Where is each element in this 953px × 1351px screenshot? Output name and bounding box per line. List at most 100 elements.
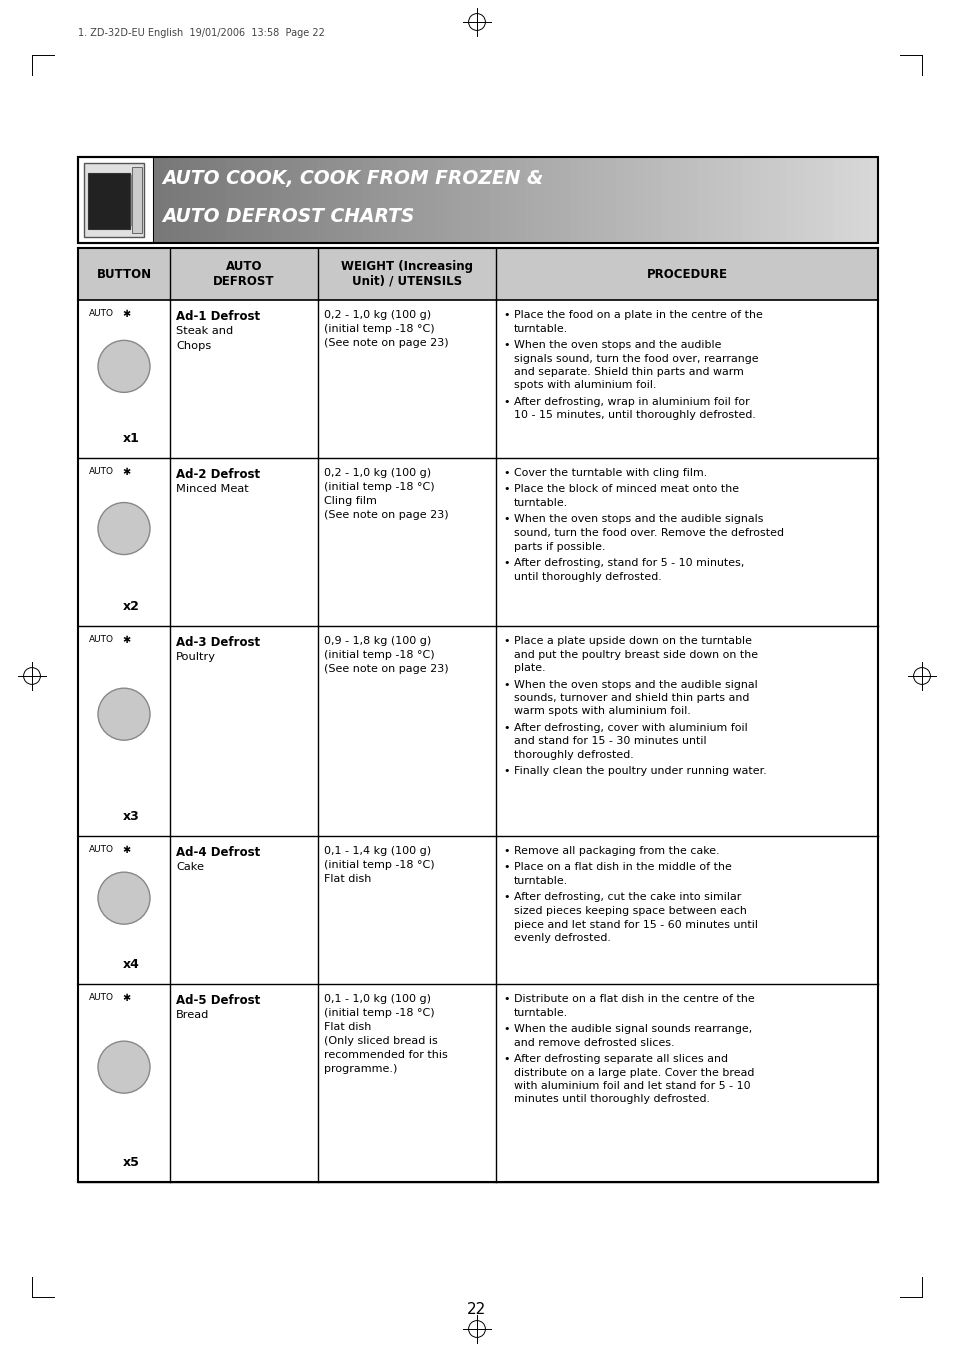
Text: AUTO: AUTO [89,467,113,477]
Bar [172,157,182,243]
Bar [371,157,381,243]
Bar [642,157,653,243]
Text: Flat dish: Flat dish [324,874,371,884]
Bar [362,157,373,243]
Text: • When the audible signal sounds rearrange,: • When the audible signal sounds rearran… [503,1024,752,1034]
Text: • After defrosting separate all slices and: • After defrosting separate all slices a… [503,1054,727,1065]
Bar [488,157,498,243]
Bar [741,157,752,243]
Bar [470,157,481,243]
Text: 0,2 - 1,0 kg (100 g): 0,2 - 1,0 kg (100 g) [324,467,431,478]
Text: (initial temp -18 °C): (initial temp -18 °C) [324,650,435,661]
Text: BUTTON: BUTTON [96,267,152,281]
Text: 0,1 - 1,4 kg (100 g): 0,1 - 1,4 kg (100 g) [324,846,431,857]
Bar [778,157,788,243]
Text: • Place the block of minced meat onto the: • Place the block of minced meat onto th… [503,485,739,494]
Text: (Only sliced bread is: (Only sliced bread is [324,1036,437,1046]
Bar [235,157,246,243]
Bar [253,157,264,243]
Bar [804,157,816,243]
Text: Ad-2 Defrost: Ad-2 Defrost [175,467,260,481]
Text: • When the oven stops and the audible signals: • When the oven stops and the audible si… [503,515,762,524]
Text: (See note on page 23): (See note on page 23) [324,338,448,349]
Text: 0,1 - 1,0 kg (100 g): 0,1 - 1,0 kg (100 g) [324,994,431,1004]
Text: thoroughly defrosted.: thoroughly defrosted. [514,750,633,761]
Text: AUTO DEFROST CHARTS: AUTO DEFROST CHARTS [162,207,414,226]
Bar [624,157,635,243]
Text: • After defrosting, cover with aluminium foil: • After defrosting, cover with aluminium… [503,723,747,734]
Circle shape [98,688,150,740]
Bar [443,157,454,243]
Text: AUTO: AUTO [89,846,113,854]
Bar [534,157,544,243]
Text: turntable.: turntable. [514,323,568,334]
Text: Ad-1 Defrost: Ad-1 Defrost [175,309,260,323]
Bar [226,157,236,243]
Text: ✱: ✱ [122,309,130,319]
Text: (initial temp -18 °C): (initial temp -18 °C) [324,324,435,334]
Bar [606,157,617,243]
Text: and remove defrosted slices.: and remove defrosted slices. [514,1038,674,1047]
Bar [380,157,391,243]
Text: evenly defrosted.: evenly defrosted. [514,934,610,943]
Bar [733,157,743,243]
Bar [479,157,490,243]
Bar [868,157,879,243]
Text: • After defrosting, wrap in aluminium foil for: • After defrosting, wrap in aluminium fo… [503,397,749,407]
Text: 0,9 - 1,8 kg (100 g): 0,9 - 1,8 kg (100 g) [324,636,431,646]
Text: ✱: ✱ [122,635,130,644]
Bar [516,157,526,243]
Bar [751,157,761,243]
Circle shape [98,503,150,554]
Bar [660,157,671,243]
Text: Flat dish: Flat dish [324,1021,371,1032]
Text: with aluminium foil and let stand for 5 - 10: with aluminium foil and let stand for 5 … [514,1081,750,1092]
Bar [859,157,869,243]
Bar [153,157,164,243]
Bar [78,984,877,1182]
Bar [78,157,153,243]
Text: (See note on page 23): (See note on page 23) [324,663,448,674]
Bar [280,157,291,243]
Bar [850,157,861,243]
Text: • Place the food on a plate in the centre of the: • Place the food on a plate in the centr… [503,309,762,320]
Bar [326,157,336,243]
Bar [78,249,877,300]
Text: AUTO: AUTO [89,993,113,1002]
Bar [199,157,210,243]
Text: • After defrosting, cut the cake into similar: • After defrosting, cut the cake into si… [503,893,740,902]
Text: x2: x2 [123,600,140,612]
Text: (initial temp -18 °C): (initial temp -18 °C) [324,861,435,870]
Bar [78,300,877,458]
Bar [190,157,200,243]
Bar [687,157,698,243]
Bar [308,157,318,243]
Text: • Finally clean the poultry under running water.: • Finally clean the poultry under runnin… [503,766,766,777]
Text: • Cover the turntable with cling film.: • Cover the turntable with cling film. [503,467,706,478]
Bar [705,157,716,243]
Text: minutes until thoroughly defrosted.: minutes until thoroughly defrosted. [514,1094,709,1105]
Circle shape [98,1042,150,1093]
Text: AUTO: AUTO [89,309,113,319]
Text: parts if possible.: parts if possible. [514,542,605,551]
Text: (initial temp -18 °C): (initial temp -18 °C) [324,482,435,492]
Bar [298,157,309,243]
Circle shape [98,340,150,392]
Bar [615,157,625,243]
Bar [552,157,562,243]
Text: and put the poultry breast side down on the: and put the poultry breast side down on … [514,650,758,659]
Text: warm spots with aluminium foil.: warm spots with aluminium foil. [514,707,690,716]
Text: ✱: ✱ [122,993,130,1002]
Bar [398,157,409,243]
Bar [506,157,517,243]
Bar [208,157,218,243]
Bar [407,157,417,243]
Bar [132,168,142,232]
Text: plate.: plate. [514,663,545,673]
Text: and stand for 15 - 30 minutes until: and stand for 15 - 30 minutes until [514,736,706,747]
Bar [651,157,661,243]
Bar [570,157,580,243]
Bar [841,157,851,243]
Bar [715,157,725,243]
Text: Ad-5 Defrost: Ad-5 Defrost [175,994,260,1006]
